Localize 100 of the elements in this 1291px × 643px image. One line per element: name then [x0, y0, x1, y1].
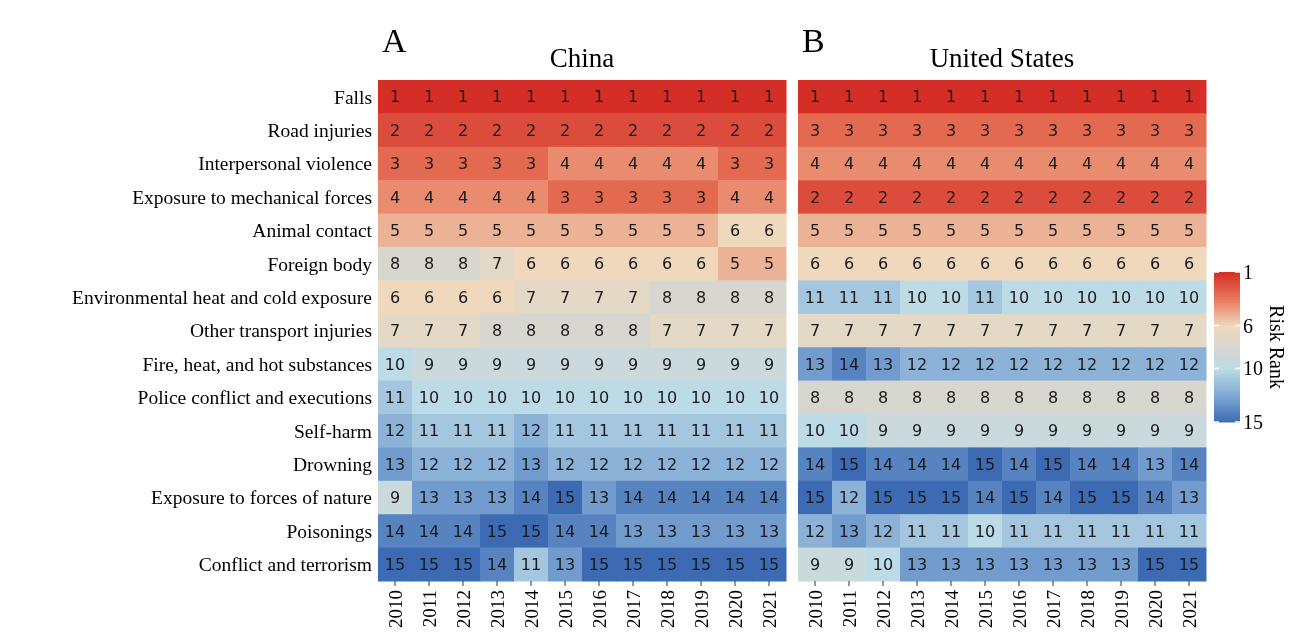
x-tick-label: 2021: [1178, 590, 1200, 628]
data-label: 12: [974, 354, 996, 374]
data-label: 13: [1178, 488, 1200, 508]
data-label: 3: [389, 154, 401, 174]
data-label: 2: [593, 120, 605, 140]
data-label: 10: [758, 388, 780, 408]
data-label: 5: [1115, 221, 1127, 241]
data-label: 14: [1008, 454, 1030, 474]
data-label: 6: [389, 287, 401, 307]
data-label: 5: [695, 221, 707, 241]
data-label: 14: [554, 521, 576, 541]
data-label: 7: [763, 321, 775, 341]
data-label: 9: [979, 421, 991, 441]
data-label: 13: [656, 521, 678, 541]
data-label: 3: [559, 187, 571, 207]
data-label: 4: [729, 187, 741, 207]
data-label: 15: [940, 488, 962, 508]
data-label: 10: [804, 421, 826, 441]
data-label: 11: [758, 421, 780, 441]
data-label: 4: [559, 154, 571, 174]
data-label: 10: [452, 388, 474, 408]
data-label: 15: [418, 555, 440, 575]
data-label: 7: [627, 287, 639, 307]
color-bar-title: Risk Rank: [1266, 305, 1288, 389]
data-label: 5: [729, 254, 741, 274]
data-label: 15: [452, 555, 474, 575]
data-label: 14: [622, 488, 644, 508]
data-label: 5: [627, 221, 639, 241]
x-tick-label: 2019: [1110, 590, 1132, 628]
y-tick-label: Animal contact: [252, 220, 373, 242]
data-label: 1: [1149, 87, 1161, 107]
data-label: 15: [690, 555, 712, 575]
data-label: 2: [979, 187, 991, 207]
y-tick-label: Road injuries: [267, 119, 372, 141]
data-label: 1: [1013, 87, 1025, 107]
y-tick-label: Falls: [334, 86, 372, 108]
data-label: 11: [384, 388, 406, 408]
data-label: 8: [911, 388, 923, 408]
data-label: 11: [838, 287, 860, 307]
data-label: 3: [1115, 120, 1127, 140]
data-label: 14: [838, 354, 860, 374]
data-label: 12: [554, 454, 576, 474]
data-label: 15: [656, 555, 678, 575]
data-label: 3: [1047, 120, 1059, 140]
data-label: 9: [491, 354, 503, 374]
data-label: 2: [627, 120, 639, 140]
data-label: 7: [491, 254, 503, 274]
data-label: 7: [945, 321, 957, 341]
data-label: 1: [389, 87, 401, 107]
data-label: 14: [384, 521, 406, 541]
data-label: 14: [1076, 454, 1098, 474]
x-tick-label: 2018: [656, 590, 678, 628]
data-label: 5: [457, 221, 469, 241]
data-label: 14: [940, 454, 962, 474]
data-label: 13: [1110, 555, 1132, 575]
data-label: 13: [452, 488, 474, 508]
data-label: 9: [843, 555, 855, 575]
data-label: 10: [384, 354, 406, 374]
data-label: 4: [1149, 154, 1161, 174]
x-tick-label: 2018: [1076, 590, 1098, 628]
data-label: 10: [1076, 287, 1098, 307]
data-label: 12: [656, 454, 678, 474]
data-label: 9: [457, 354, 469, 374]
data-label: 8: [457, 254, 469, 274]
data-label: 12: [1076, 354, 1098, 374]
x-tick-label: 2010: [804, 590, 826, 628]
data-label: 3: [661, 187, 673, 207]
data-label: 12: [1178, 354, 1200, 374]
data-label: 8: [877, 388, 889, 408]
data-label: 4: [1183, 154, 1195, 174]
data-label: 11: [1042, 521, 1064, 541]
data-label: 2: [763, 120, 775, 140]
data-label: 4: [457, 187, 469, 207]
data-label: 2: [843, 187, 855, 207]
data-label: 7: [1047, 321, 1059, 341]
data-label: 7: [389, 321, 401, 341]
data-label: 7: [1115, 321, 1127, 341]
data-label: 1: [809, 87, 821, 107]
data-label: 14: [974, 488, 996, 508]
data-label: 9: [1149, 421, 1161, 441]
data-label: 13: [872, 354, 894, 374]
data-label: 4: [423, 187, 435, 207]
data-label: 13: [1144, 454, 1166, 474]
data-label: 10: [588, 388, 610, 408]
data-label: 7: [695, 321, 707, 341]
data-label: 8: [695, 287, 707, 307]
data-label: 7: [1149, 321, 1161, 341]
data-label: 3: [423, 154, 435, 174]
data-label: 7: [809, 321, 821, 341]
data-label: 4: [525, 187, 537, 207]
data-label: 10: [906, 287, 928, 307]
data-label: 10: [622, 388, 644, 408]
data-label: 4: [809, 154, 821, 174]
data-label: 11: [1144, 521, 1166, 541]
data-label: 2: [1081, 187, 1093, 207]
data-label: 15: [838, 454, 860, 474]
data-label: 4: [911, 154, 923, 174]
data-label: 8: [1115, 388, 1127, 408]
data-label: 14: [486, 555, 508, 575]
y-tick-label: Police conflict and executions: [137, 387, 372, 409]
